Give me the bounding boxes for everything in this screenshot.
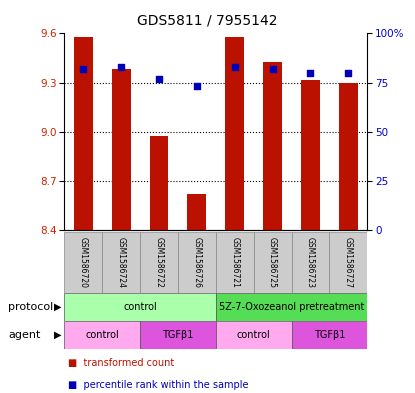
- Bar: [291, 321, 367, 349]
- Point: [232, 64, 238, 70]
- Bar: [330, 232, 367, 293]
- Text: ■  percentile rank within the sample: ■ percentile rank within the sample: [68, 380, 249, 390]
- Text: GSM1586721: GSM1586721: [230, 237, 239, 288]
- Bar: [225, 37, 244, 230]
- Point: [156, 75, 162, 82]
- Point: [118, 64, 124, 70]
- Bar: [112, 69, 131, 230]
- Text: GSM1586722: GSM1586722: [154, 237, 164, 288]
- Point: [269, 66, 276, 72]
- Text: GSM1586725: GSM1586725: [268, 237, 277, 288]
- Point: [307, 70, 314, 76]
- Text: ▶: ▶: [54, 302, 62, 312]
- Bar: [254, 232, 291, 293]
- Bar: [301, 80, 320, 230]
- Bar: [74, 37, 93, 230]
- Text: TGFβ1: TGFβ1: [314, 330, 345, 340]
- Bar: [149, 136, 168, 230]
- Text: TGFβ1: TGFβ1: [162, 330, 194, 340]
- Text: GDS5811 / 7955142: GDS5811 / 7955142: [137, 14, 278, 28]
- Bar: [188, 194, 206, 230]
- Text: control: control: [123, 302, 157, 312]
- Text: GSM1586723: GSM1586723: [306, 237, 315, 288]
- Text: agent: agent: [8, 330, 41, 340]
- Text: ■  transformed count: ■ transformed count: [68, 358, 175, 368]
- Point: [80, 66, 87, 72]
- Bar: [216, 321, 291, 349]
- Text: GSM1586726: GSM1586726: [193, 237, 201, 288]
- Text: GSM1586720: GSM1586720: [79, 237, 88, 288]
- Bar: [216, 232, 254, 293]
- Text: ▶: ▶: [54, 330, 62, 340]
- Text: protocol: protocol: [8, 302, 54, 312]
- Bar: [64, 321, 140, 349]
- Point: [193, 83, 200, 90]
- Bar: [339, 83, 358, 230]
- Text: control: control: [237, 330, 271, 340]
- Text: GSM1586727: GSM1586727: [344, 237, 353, 288]
- Point: [345, 70, 352, 76]
- Text: control: control: [85, 330, 119, 340]
- Bar: [178, 232, 216, 293]
- Bar: [140, 232, 178, 293]
- Bar: [64, 293, 216, 321]
- Bar: [291, 232, 330, 293]
- Bar: [102, 232, 140, 293]
- Bar: [263, 62, 282, 230]
- Bar: [216, 293, 367, 321]
- Text: 5Z-7-Oxozeanol pretreatment: 5Z-7-Oxozeanol pretreatment: [219, 302, 364, 312]
- Text: GSM1586724: GSM1586724: [117, 237, 126, 288]
- Bar: [140, 321, 216, 349]
- Bar: [64, 232, 102, 293]
